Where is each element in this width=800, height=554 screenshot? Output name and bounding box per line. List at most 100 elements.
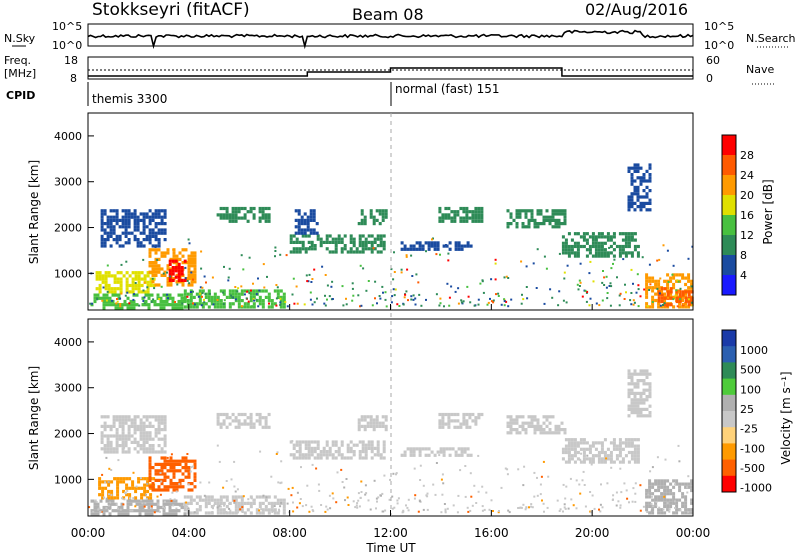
power-cell	[198, 295, 202, 299]
velocity-cell	[143, 489, 147, 494]
velocity-cell	[139, 431, 143, 435]
power-cell	[307, 247, 311, 251]
power-scatter-cell	[125, 260, 128, 263]
velocity-cell	[642, 369, 646, 373]
velocity-cell	[169, 469, 173, 473]
power-cell	[177, 303, 181, 307]
power-cell	[142, 244, 146, 248]
velocity-cell	[225, 511, 229, 515]
velocity-cell	[524, 431, 528, 435]
power-cell	[612, 248, 616, 252]
velocity-cell	[615, 447, 619, 451]
velocity-cell	[228, 511, 232, 515]
velocity-cell	[207, 498, 211, 502]
power-cell	[139, 244, 143, 248]
velocity-cell	[642, 379, 646, 383]
power-cell	[459, 219, 463, 223]
velocity-cell	[249, 425, 253, 429]
velocity-cell	[210, 505, 214, 509]
power-scatter-cell	[406, 268, 409, 271]
power-cell	[363, 215, 367, 219]
power-cell	[219, 305, 223, 309]
velocity-cell	[151, 424, 155, 428]
velocity-scatter-cell	[440, 511, 443, 514]
power-scatter-cell	[492, 299, 495, 302]
power-cell	[636, 163, 640, 167]
velocity-scatter-cell	[291, 486, 294, 489]
velocity-cell	[310, 453, 314, 457]
power-cell	[113, 274, 117, 278]
power-ylabel: Slant Range [km]	[27, 160, 41, 264]
velocity-scatter-cell	[407, 509, 410, 512]
velocity-cell	[184, 475, 188, 479]
velocity-scatter-cell	[522, 484, 525, 487]
power-cell	[231, 289, 235, 293]
power-scatter-cell	[526, 297, 529, 300]
power-cell	[146, 280, 150, 284]
velocity-cell	[551, 415, 555, 419]
power-cell	[306, 222, 310, 226]
velocity-cell	[672, 501, 676, 505]
power-scatter-cell	[579, 262, 582, 265]
power-cell	[157, 257, 161, 261]
power-cell	[363, 218, 367, 222]
velocity-cell	[355, 443, 359, 447]
power-scatter-cell	[605, 275, 608, 278]
velocity-cell	[678, 482, 682, 486]
velocity-cell	[112, 450, 116, 454]
velocity-cell	[90, 512, 94, 516]
power-cell	[567, 251, 571, 255]
power-scatter-cell	[385, 305, 388, 308]
velocity-scatter-cell	[354, 506, 357, 509]
power-cell	[468, 210, 472, 214]
power-scatter-cell	[371, 304, 374, 307]
power-scatter-cell	[331, 280, 334, 283]
power-cell	[136, 225, 140, 229]
velocity-scatter-cell	[186, 505, 189, 508]
velocity-cell	[149, 496, 153, 500]
power-cell	[109, 231, 113, 235]
velocity-cell	[645, 492, 649, 496]
velocity-cell	[310, 446, 314, 450]
power-cell	[545, 218, 549, 222]
power-scatter-cell	[116, 300, 119, 303]
power-cell	[361, 244, 365, 248]
power-scatter-cell	[311, 303, 314, 306]
velocity-scatter-cell	[135, 485, 138, 488]
power-scatter-cell	[126, 291, 129, 294]
velocity-cell	[381, 415, 385, 419]
power-cell	[585, 232, 589, 236]
power-cell	[630, 179, 634, 183]
velocity-scatter-cell	[572, 504, 575, 507]
power-cell	[384, 212, 388, 216]
power-cell	[219, 289, 223, 293]
velocity-cell	[564, 444, 568, 448]
velocity-cell	[627, 388, 631, 392]
velocity-cell	[136, 415, 140, 419]
power-cell	[480, 206, 484, 211]
power-cell	[128, 274, 132, 278]
power-cell	[675, 279, 679, 283]
velocity-scatter-cell	[187, 507, 190, 510]
power-scatter-cell	[532, 262, 535, 265]
velocity-cell	[108, 505, 112, 510]
power-cell	[132, 299, 136, 304]
velocity-cell	[370, 440, 374, 444]
velocity-cell	[384, 415, 388, 419]
power-cell	[231, 210, 235, 214]
power-cell	[557, 209, 561, 213]
power-cell	[149, 280, 153, 284]
power-scatter-cell	[632, 282, 634, 285]
velocity-scatter-cell	[233, 460, 236, 463]
velocity-scatter-cell	[217, 503, 220, 506]
power-cell	[163, 238, 167, 242]
power-cell	[264, 219, 268, 223]
velocity-cell	[150, 499, 154, 503]
velocity-cell	[90, 509, 94, 513]
power-cell	[180, 303, 184, 307]
velocity-cell	[687, 482, 691, 486]
velocity-cell	[255, 419, 259, 423]
velocity-scatter-cell	[678, 460, 681, 463]
power-scatter-cell	[489, 297, 491, 300]
power-cell	[169, 283, 173, 287]
